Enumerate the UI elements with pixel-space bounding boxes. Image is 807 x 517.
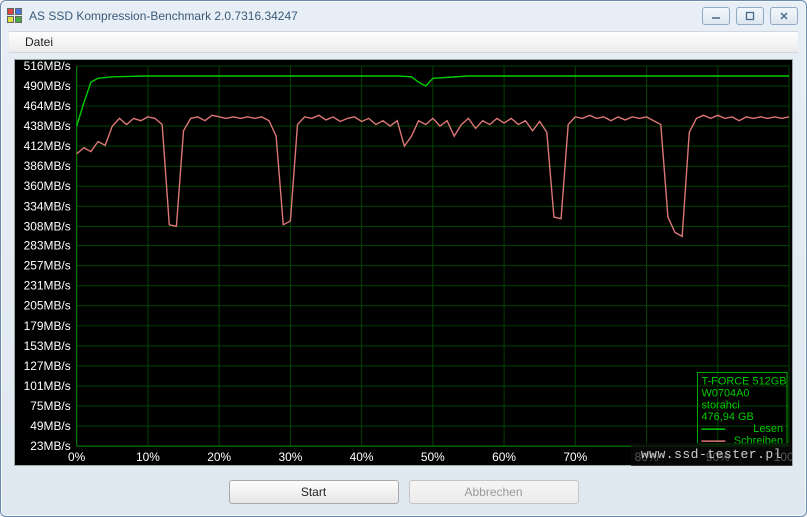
svg-text:516MB/s: 516MB/s xyxy=(24,60,71,73)
minimize-button[interactable] xyxy=(702,7,730,25)
svg-text:75MB/s: 75MB/s xyxy=(30,399,70,413)
menu-file[interactable]: Datei xyxy=(17,33,61,51)
svg-text:283MB/s: 283MB/s xyxy=(24,239,71,253)
svg-text:101MB/s: 101MB/s xyxy=(24,379,71,393)
svg-text:storahci: storahci xyxy=(701,399,739,411)
svg-text:60%: 60% xyxy=(492,450,516,464)
svg-text:257MB/s: 257MB/s xyxy=(24,259,71,273)
menubar: Datei xyxy=(9,31,798,53)
button-row: Start Abbrechen xyxy=(1,480,806,504)
svg-text:30%: 30% xyxy=(278,450,302,464)
svg-text:412MB/s: 412MB/s xyxy=(24,139,71,153)
watermark: www.ssd-tester.pl xyxy=(631,443,792,466)
svg-text:205MB/s: 205MB/s xyxy=(24,299,71,313)
svg-text:179MB/s: 179MB/s xyxy=(24,319,71,333)
svg-text:70%: 70% xyxy=(563,450,587,464)
svg-text:490MB/s: 490MB/s xyxy=(24,79,71,93)
chart: 516MB/s 490MB/s 464MB/s 438MB/s 412MB/s 386MB… xyxy=(14,59,793,466)
svg-text:308MB/s: 308MB/s xyxy=(24,219,71,233)
svg-text:23MB/s: 23MB/s xyxy=(30,439,70,453)
abort-button: Abbrechen xyxy=(409,480,579,504)
titlebar[interactable]: AS SSD Kompression-Benchmark 2.0.7316.34… xyxy=(1,1,806,31)
app-icon xyxy=(7,8,23,24)
svg-text:464MB/s: 464MB/s xyxy=(24,99,71,113)
start-button[interactable]: Start xyxy=(229,480,399,504)
svg-text:40%: 40% xyxy=(350,450,374,464)
svg-text:49MB/s: 49MB/s xyxy=(30,419,70,433)
svg-text:W0704A0: W0704A0 xyxy=(701,387,749,399)
svg-text:438MB/s: 438MB/s xyxy=(24,119,71,133)
svg-text:T-FORCE 512GB: T-FORCE 512GB xyxy=(701,375,786,387)
svg-text:20%: 20% xyxy=(207,450,231,464)
svg-text:476,94 GB: 476,94 GB xyxy=(701,411,753,423)
app-window: AS SSD Kompression-Benchmark 2.0.7316.34… xyxy=(0,0,807,517)
chart-canvas: 516MB/s 490MB/s 464MB/s 438MB/s 412MB/s 386MB… xyxy=(15,60,792,465)
svg-text:153MB/s: 153MB/s xyxy=(24,339,71,353)
window-controls xyxy=(702,7,798,25)
svg-text:50%: 50% xyxy=(421,450,445,464)
svg-text:360MB/s: 360MB/s xyxy=(24,179,71,193)
maximize-button[interactable] xyxy=(736,7,764,25)
svg-text:386MB/s: 386MB/s xyxy=(24,159,71,173)
svg-text:Lesen: Lesen xyxy=(753,423,783,435)
svg-text:10%: 10% xyxy=(136,450,160,464)
close-button[interactable] xyxy=(770,7,798,25)
svg-text:127MB/s: 127MB/s xyxy=(24,359,71,373)
svg-text:0%: 0% xyxy=(68,450,86,464)
svg-text:334MB/s: 334MB/s xyxy=(24,199,71,213)
window-title: AS SSD Kompression-Benchmark 2.0.7316.34… xyxy=(29,9,702,23)
svg-text:231MB/s: 231MB/s xyxy=(24,279,71,293)
